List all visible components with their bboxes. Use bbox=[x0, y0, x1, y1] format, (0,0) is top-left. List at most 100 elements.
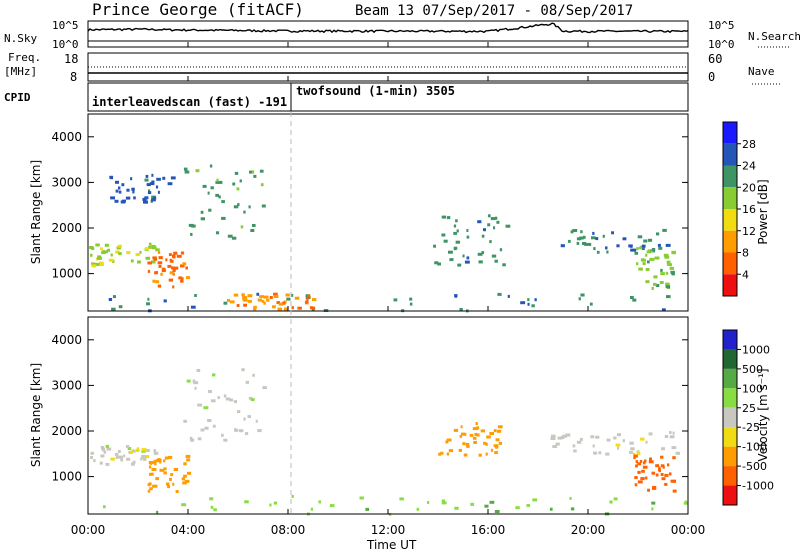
heatmap-cell bbox=[297, 306, 302, 310]
heatmap-cell bbox=[110, 196, 115, 200]
velocity-ylabel: Slant Range [km] bbox=[29, 363, 43, 467]
heatmap-cell bbox=[498, 441, 502, 445]
heatmap-cell bbox=[605, 246, 608, 250]
heatmap-cell bbox=[446, 438, 452, 442]
heatmap-cell bbox=[669, 266, 675, 270]
heatmap-cell bbox=[215, 193, 219, 197]
heatmap-cell bbox=[105, 444, 109, 448]
heatmap-cell bbox=[117, 244, 122, 248]
heatmap-cell bbox=[236, 304, 240, 307]
heatmap-cell bbox=[630, 447, 635, 451]
heatmap-cell bbox=[534, 298, 537, 302]
heatmap-cell bbox=[458, 448, 462, 452]
colorbar-segment bbox=[723, 446, 737, 467]
heatmap-cell bbox=[144, 455, 150, 459]
heatmap-cell bbox=[148, 245, 152, 249]
heatmap-cell bbox=[606, 438, 611, 442]
heatmap-cell bbox=[195, 169, 200, 173]
heatmap-cell bbox=[153, 257, 158, 261]
heatmap-cell bbox=[243, 303, 247, 307]
heatmap-cell bbox=[281, 301, 286, 305]
heatmap-cell bbox=[560, 244, 565, 248]
heatmap-cell bbox=[172, 482, 175, 486]
heatmap-cell bbox=[151, 246, 157, 250]
heatmap-cell bbox=[491, 254, 497, 258]
heatmap-cell bbox=[103, 450, 107, 454]
heatmap-cell bbox=[91, 247, 95, 250]
heatmap-cell bbox=[647, 260, 650, 264]
heatmap-cell bbox=[263, 295, 269, 299]
heatmap-cell bbox=[365, 507, 370, 511]
heatmap-cell bbox=[527, 302, 530, 306]
colorbar-tick-label: 500 bbox=[742, 363, 763, 376]
heatmap-cell bbox=[135, 448, 140, 452]
heatmap-cell bbox=[499, 248, 503, 252]
heatmap-cell bbox=[183, 462, 187, 466]
heatmap-cell bbox=[309, 306, 314, 310]
nave-label: Nave bbox=[748, 65, 775, 78]
heatmap-cell bbox=[668, 472, 672, 476]
heatmap-cell bbox=[259, 169, 264, 173]
heatmap-cell bbox=[466, 444, 470, 448]
heatmap-cell bbox=[194, 294, 197, 297]
heatmap-cell bbox=[186, 458, 191, 462]
heatmap-cell bbox=[152, 196, 157, 200]
heatmap-cell bbox=[427, 501, 430, 504]
heatmap-cell bbox=[154, 484, 158, 488]
heatmap-cell bbox=[630, 248, 635, 252]
heatmap-cell bbox=[273, 501, 277, 505]
freq-nave-panel: 18 8 60 0 Freq. [MHz] Nave bbox=[4, 51, 780, 85]
heatmap-cell bbox=[507, 294, 510, 298]
heatmap-cell bbox=[632, 298, 637, 302]
colorbar-segment bbox=[723, 187, 737, 209]
heatmap-cell bbox=[244, 432, 249, 436]
heatmap-cell bbox=[494, 510, 500, 513]
heatmap-cell bbox=[248, 396, 253, 400]
heatmap-cell bbox=[182, 262, 187, 266]
heatmap-cell bbox=[495, 438, 500, 442]
heatmap-cell bbox=[118, 186, 121, 190]
heatmap-cell bbox=[256, 292, 260, 296]
heatmap-cell bbox=[494, 259, 498, 263]
heatmap-cell bbox=[665, 282, 670, 286]
heatmap-cell bbox=[635, 464, 638, 468]
range-tick-label: 2000 bbox=[51, 424, 82, 438]
heatmap-cell bbox=[144, 178, 149, 182]
freq-tick-high: 18 bbox=[64, 52, 78, 66]
nave-tick-low: 0 bbox=[708, 70, 715, 84]
heatmap-cell bbox=[234, 171, 239, 175]
heatmap-cell bbox=[456, 229, 459, 233]
heatmap-cell bbox=[555, 442, 560, 446]
heatmap-cell bbox=[101, 448, 105, 452]
heatmap-cell bbox=[645, 440, 648, 444]
site-title: Prince George (fitACF) bbox=[92, 0, 304, 19]
heatmap-cell bbox=[454, 294, 458, 298]
heatmap-cell bbox=[96, 263, 100, 266]
heatmap-cell bbox=[579, 236, 584, 240]
freq-tick-low: 8 bbox=[70, 70, 77, 84]
heatmap-cell bbox=[665, 271, 669, 275]
heatmap-cell bbox=[156, 177, 161, 181]
heatmap-cell bbox=[641, 258, 646, 262]
heatmap-cell bbox=[565, 433, 571, 437]
heatmap-cell bbox=[593, 451, 598, 455]
heatmap-cell bbox=[169, 258, 172, 262]
heatmap-cell bbox=[598, 451, 602, 455]
colorbar-segment bbox=[723, 466, 737, 486]
heatmap-cell bbox=[665, 285, 671, 289]
heatmap-cell bbox=[671, 272, 675, 276]
heatmap-cell bbox=[163, 467, 167, 471]
colorbar-segment bbox=[723, 252, 737, 275]
heatmap-cell bbox=[645, 280, 650, 284]
heatmap-cell bbox=[183, 419, 187, 423]
heatmap-cell bbox=[283, 307, 288, 311]
heatmap-cell bbox=[312, 298, 317, 302]
time-tick-label: 12:00 bbox=[371, 523, 406, 537]
heatmap-cell bbox=[105, 462, 110, 466]
heatmap-cell bbox=[151, 173, 154, 177]
heatmap-cell bbox=[110, 457, 115, 461]
heatmap-cell bbox=[485, 442, 488, 446]
heatmap-cell bbox=[135, 253, 140, 257]
heatmap-cell bbox=[103, 505, 106, 509]
colorbar-tick-label: 8 bbox=[742, 247, 749, 260]
